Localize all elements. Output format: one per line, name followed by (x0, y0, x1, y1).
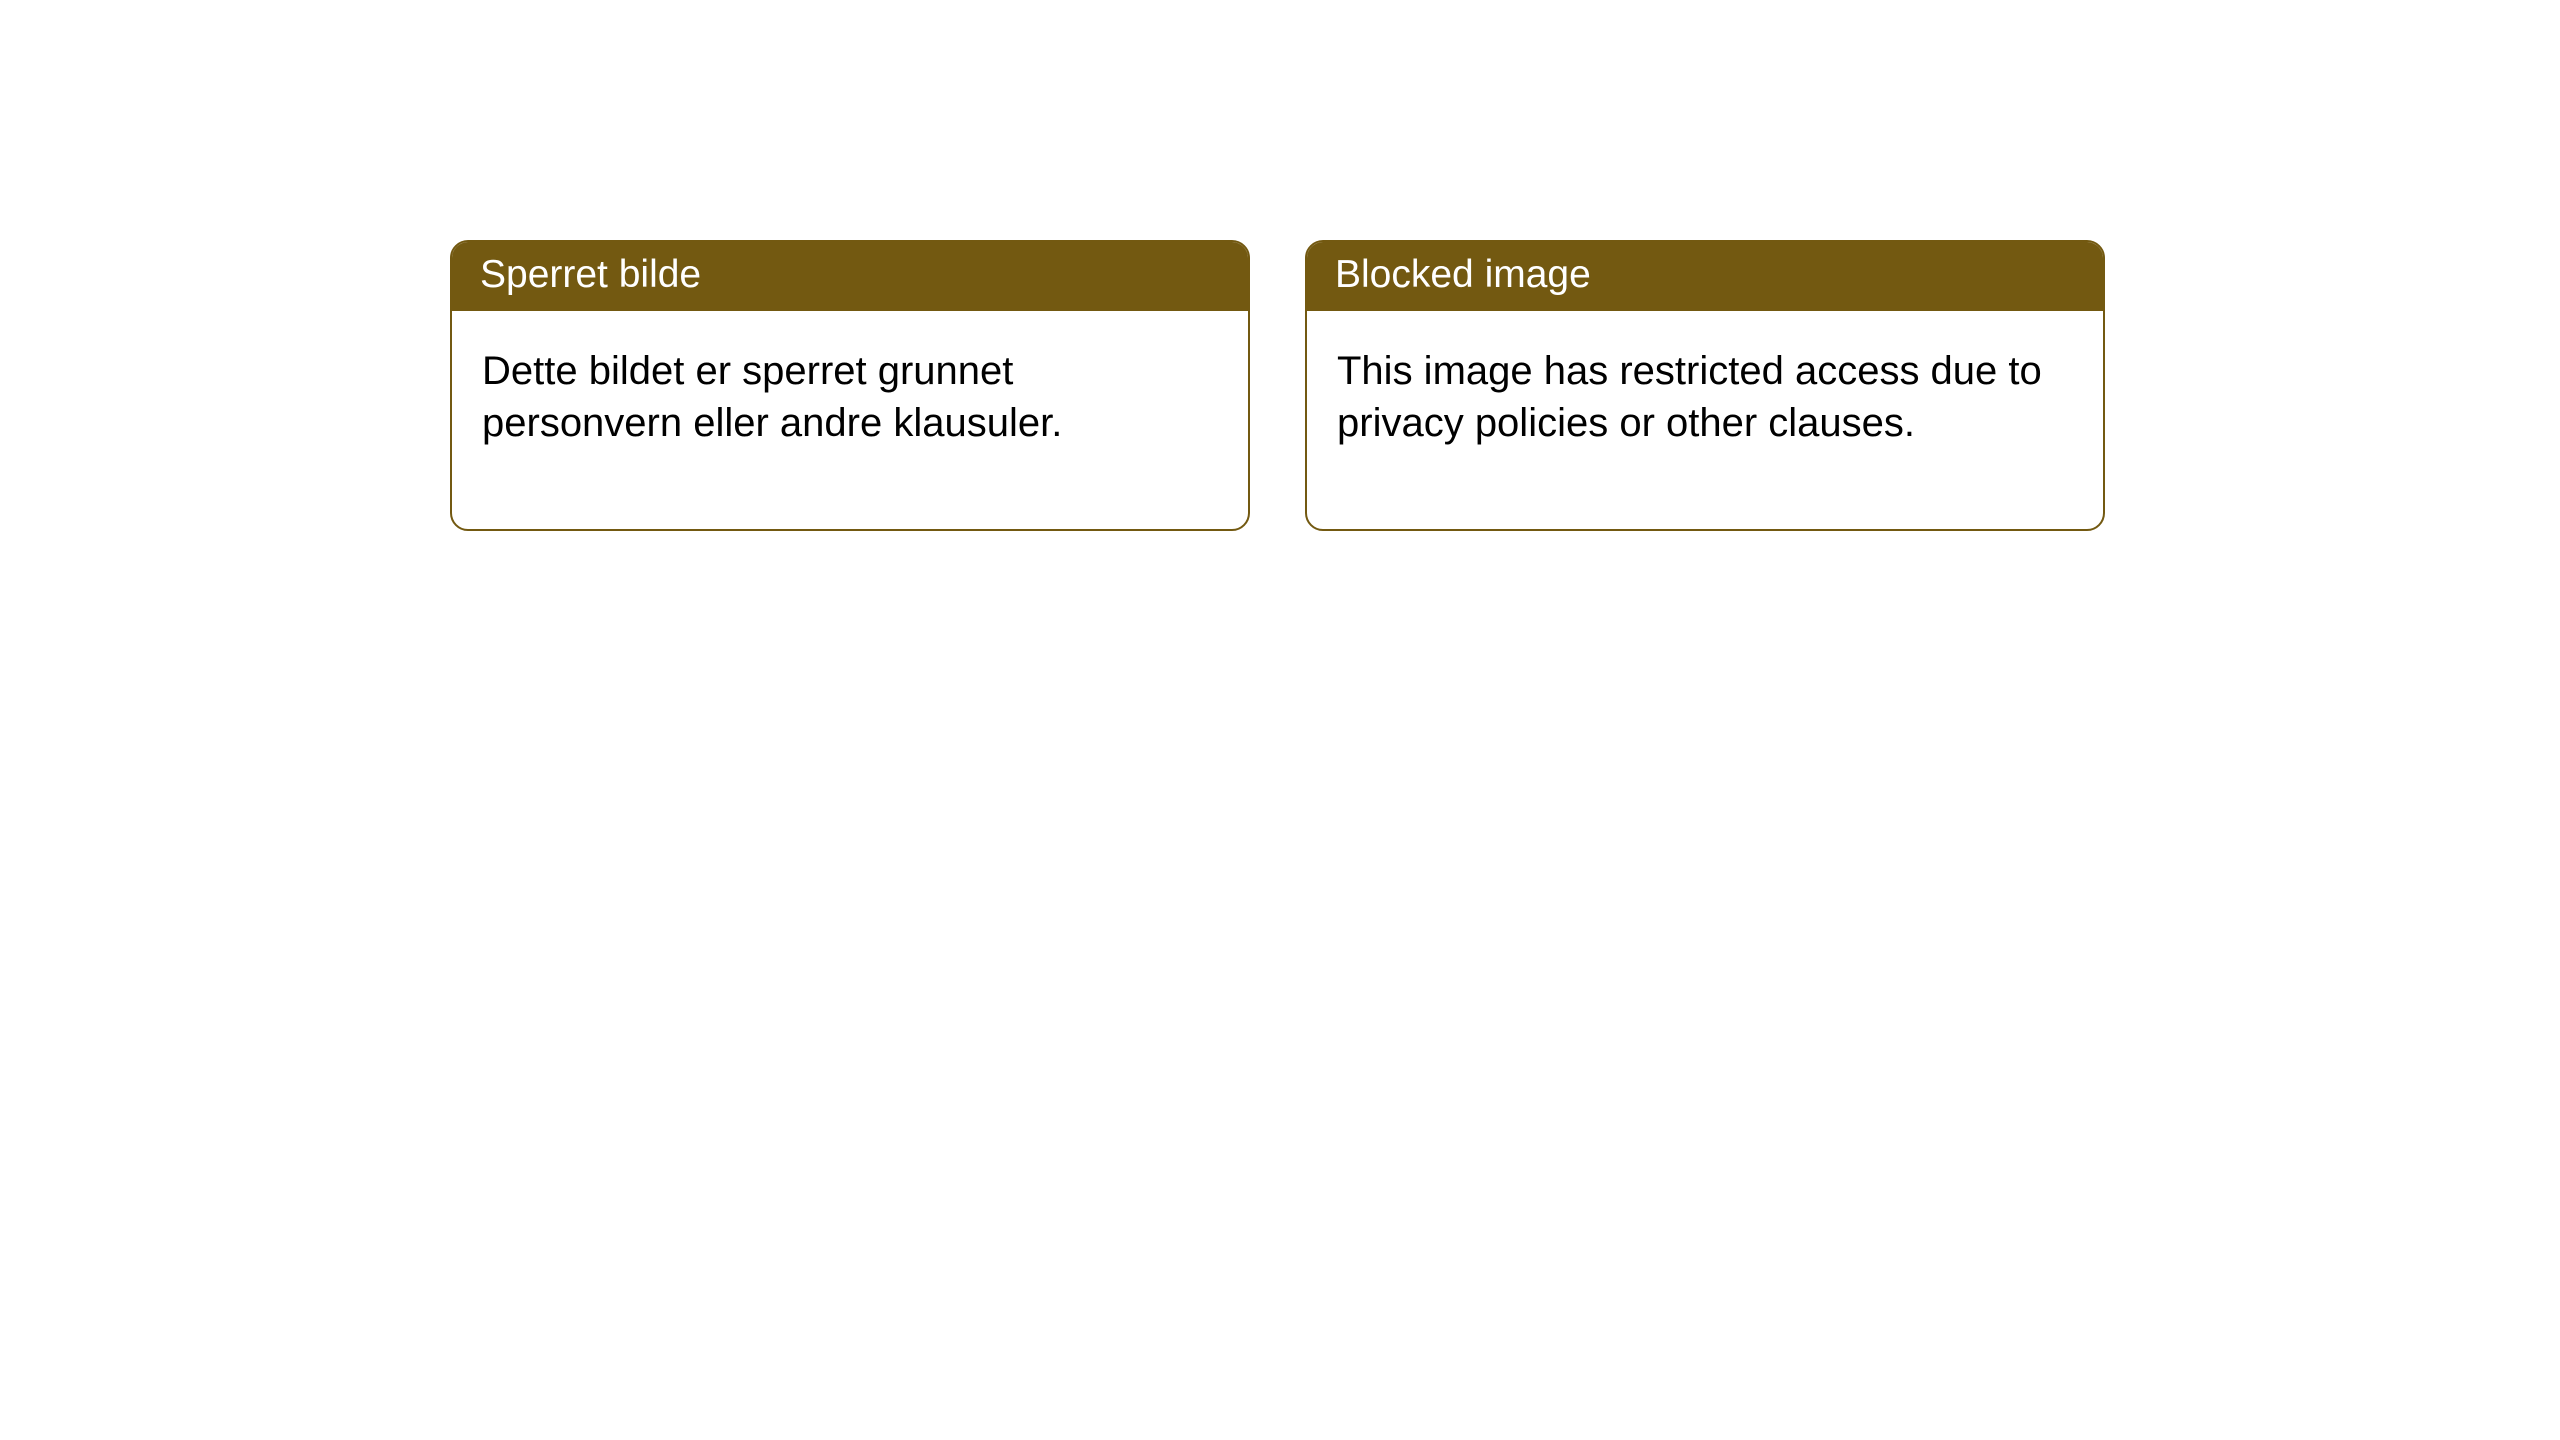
card-header: Sperret bilde (452, 242, 1248, 311)
card-body: This image has restricted access due to … (1307, 311, 2103, 529)
card-body-text: Dette bildet er sperret grunnet personve… (482, 349, 1062, 445)
notice-card-norwegian: Sperret bilde Dette bildet er sperret gr… (450, 240, 1250, 531)
card-body: Dette bildet er sperret grunnet personve… (452, 311, 1248, 529)
card-title: Sperret bilde (480, 253, 701, 296)
notice-cards-container: Sperret bilde Dette bildet er sperret gr… (450, 240, 2105, 531)
card-body-text: This image has restricted access due to … (1337, 349, 2042, 445)
card-header: Blocked image (1307, 242, 2103, 311)
notice-card-english: Blocked image This image has restricted … (1305, 240, 2105, 531)
card-title: Blocked image (1335, 253, 1591, 296)
